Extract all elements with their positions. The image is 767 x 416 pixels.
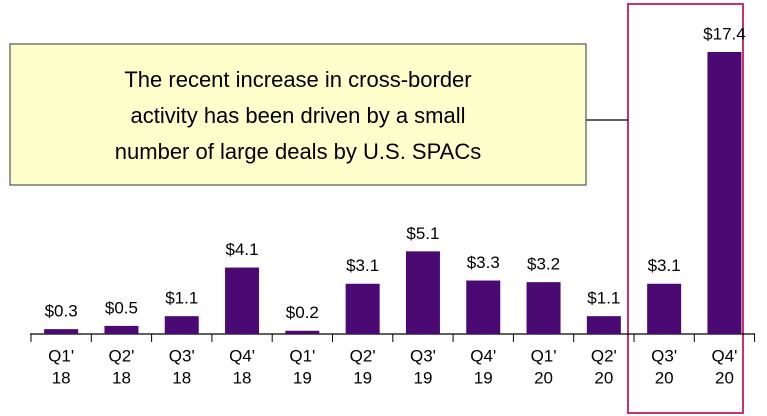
- bar: [586, 316, 621, 334]
- value-label: $0.3: [45, 302, 78, 321]
- bar: [647, 283, 682, 334]
- bar: [164, 316, 199, 334]
- value-label: $0.5: [105, 298, 138, 317]
- x-tick-label: Q4': [470, 346, 496, 365]
- bar: [104, 325, 139, 334]
- annotation: number of large deals by U.S. SPACs: [115, 139, 481, 164]
- value-label: $3.1: [346, 256, 379, 275]
- annotation: activity has been driven by a small: [130, 103, 465, 128]
- value-label: $0.2: [286, 303, 319, 322]
- x-tick-label: Q4': [229, 346, 255, 365]
- x-tick-label: 18: [233, 368, 252, 387]
- annotation: The recent increase in cross-border: [124, 67, 471, 92]
- x-tick-label: Q3': [169, 346, 195, 365]
- x-tick-label: 19: [474, 368, 493, 387]
- highlight-box: [627, 3, 744, 414]
- value-label: $3.2: [527, 255, 560, 274]
- value-label: $4.1: [226, 240, 259, 259]
- bar: [44, 329, 79, 334]
- annotation-box: [9, 43, 587, 186]
- value-label: $3.1: [648, 256, 681, 275]
- x-tick-label: Q1': [48, 346, 74, 365]
- x-tick-label: 18: [172, 368, 191, 387]
- x-tick-label: 20: [534, 368, 553, 387]
- x-tick-label: Q2': [591, 346, 617, 365]
- value-label: $3.3: [467, 253, 500, 272]
- x-tick-label: Q3': [651, 346, 677, 365]
- x-tick-label: 19: [293, 368, 312, 387]
- x-tick-label: Q3': [410, 346, 436, 365]
- bar: [707, 52, 742, 334]
- x-tick-label: Q2': [350, 346, 376, 365]
- bar: [405, 251, 440, 334]
- value-label: $1.1: [587, 289, 620, 308]
- x-tick-label: Q4': [711, 346, 737, 365]
- x-tick-label: 19: [353, 368, 372, 387]
- x-tick-label: Q1': [289, 346, 315, 365]
- bar: [466, 280, 501, 334]
- value-label: $17.4: [703, 24, 746, 43]
- value-label: $1.1: [165, 289, 198, 308]
- x-tick-label: 19: [413, 368, 432, 387]
- x-tick-label: 20: [715, 368, 734, 387]
- bar: [526, 282, 561, 334]
- x-tick-label: 18: [112, 368, 131, 387]
- x-tick-label: 20: [655, 368, 674, 387]
- x-tick-label: 18: [52, 368, 71, 387]
- value-label: $5.1: [406, 224, 439, 243]
- x-tick-label: 20: [594, 368, 613, 387]
- x-tick-label: Q2': [108, 346, 134, 365]
- bar: [345, 283, 380, 334]
- bar: [285, 330, 320, 334]
- x-tick-label: Q1': [531, 346, 557, 365]
- bar: [225, 267, 260, 334]
